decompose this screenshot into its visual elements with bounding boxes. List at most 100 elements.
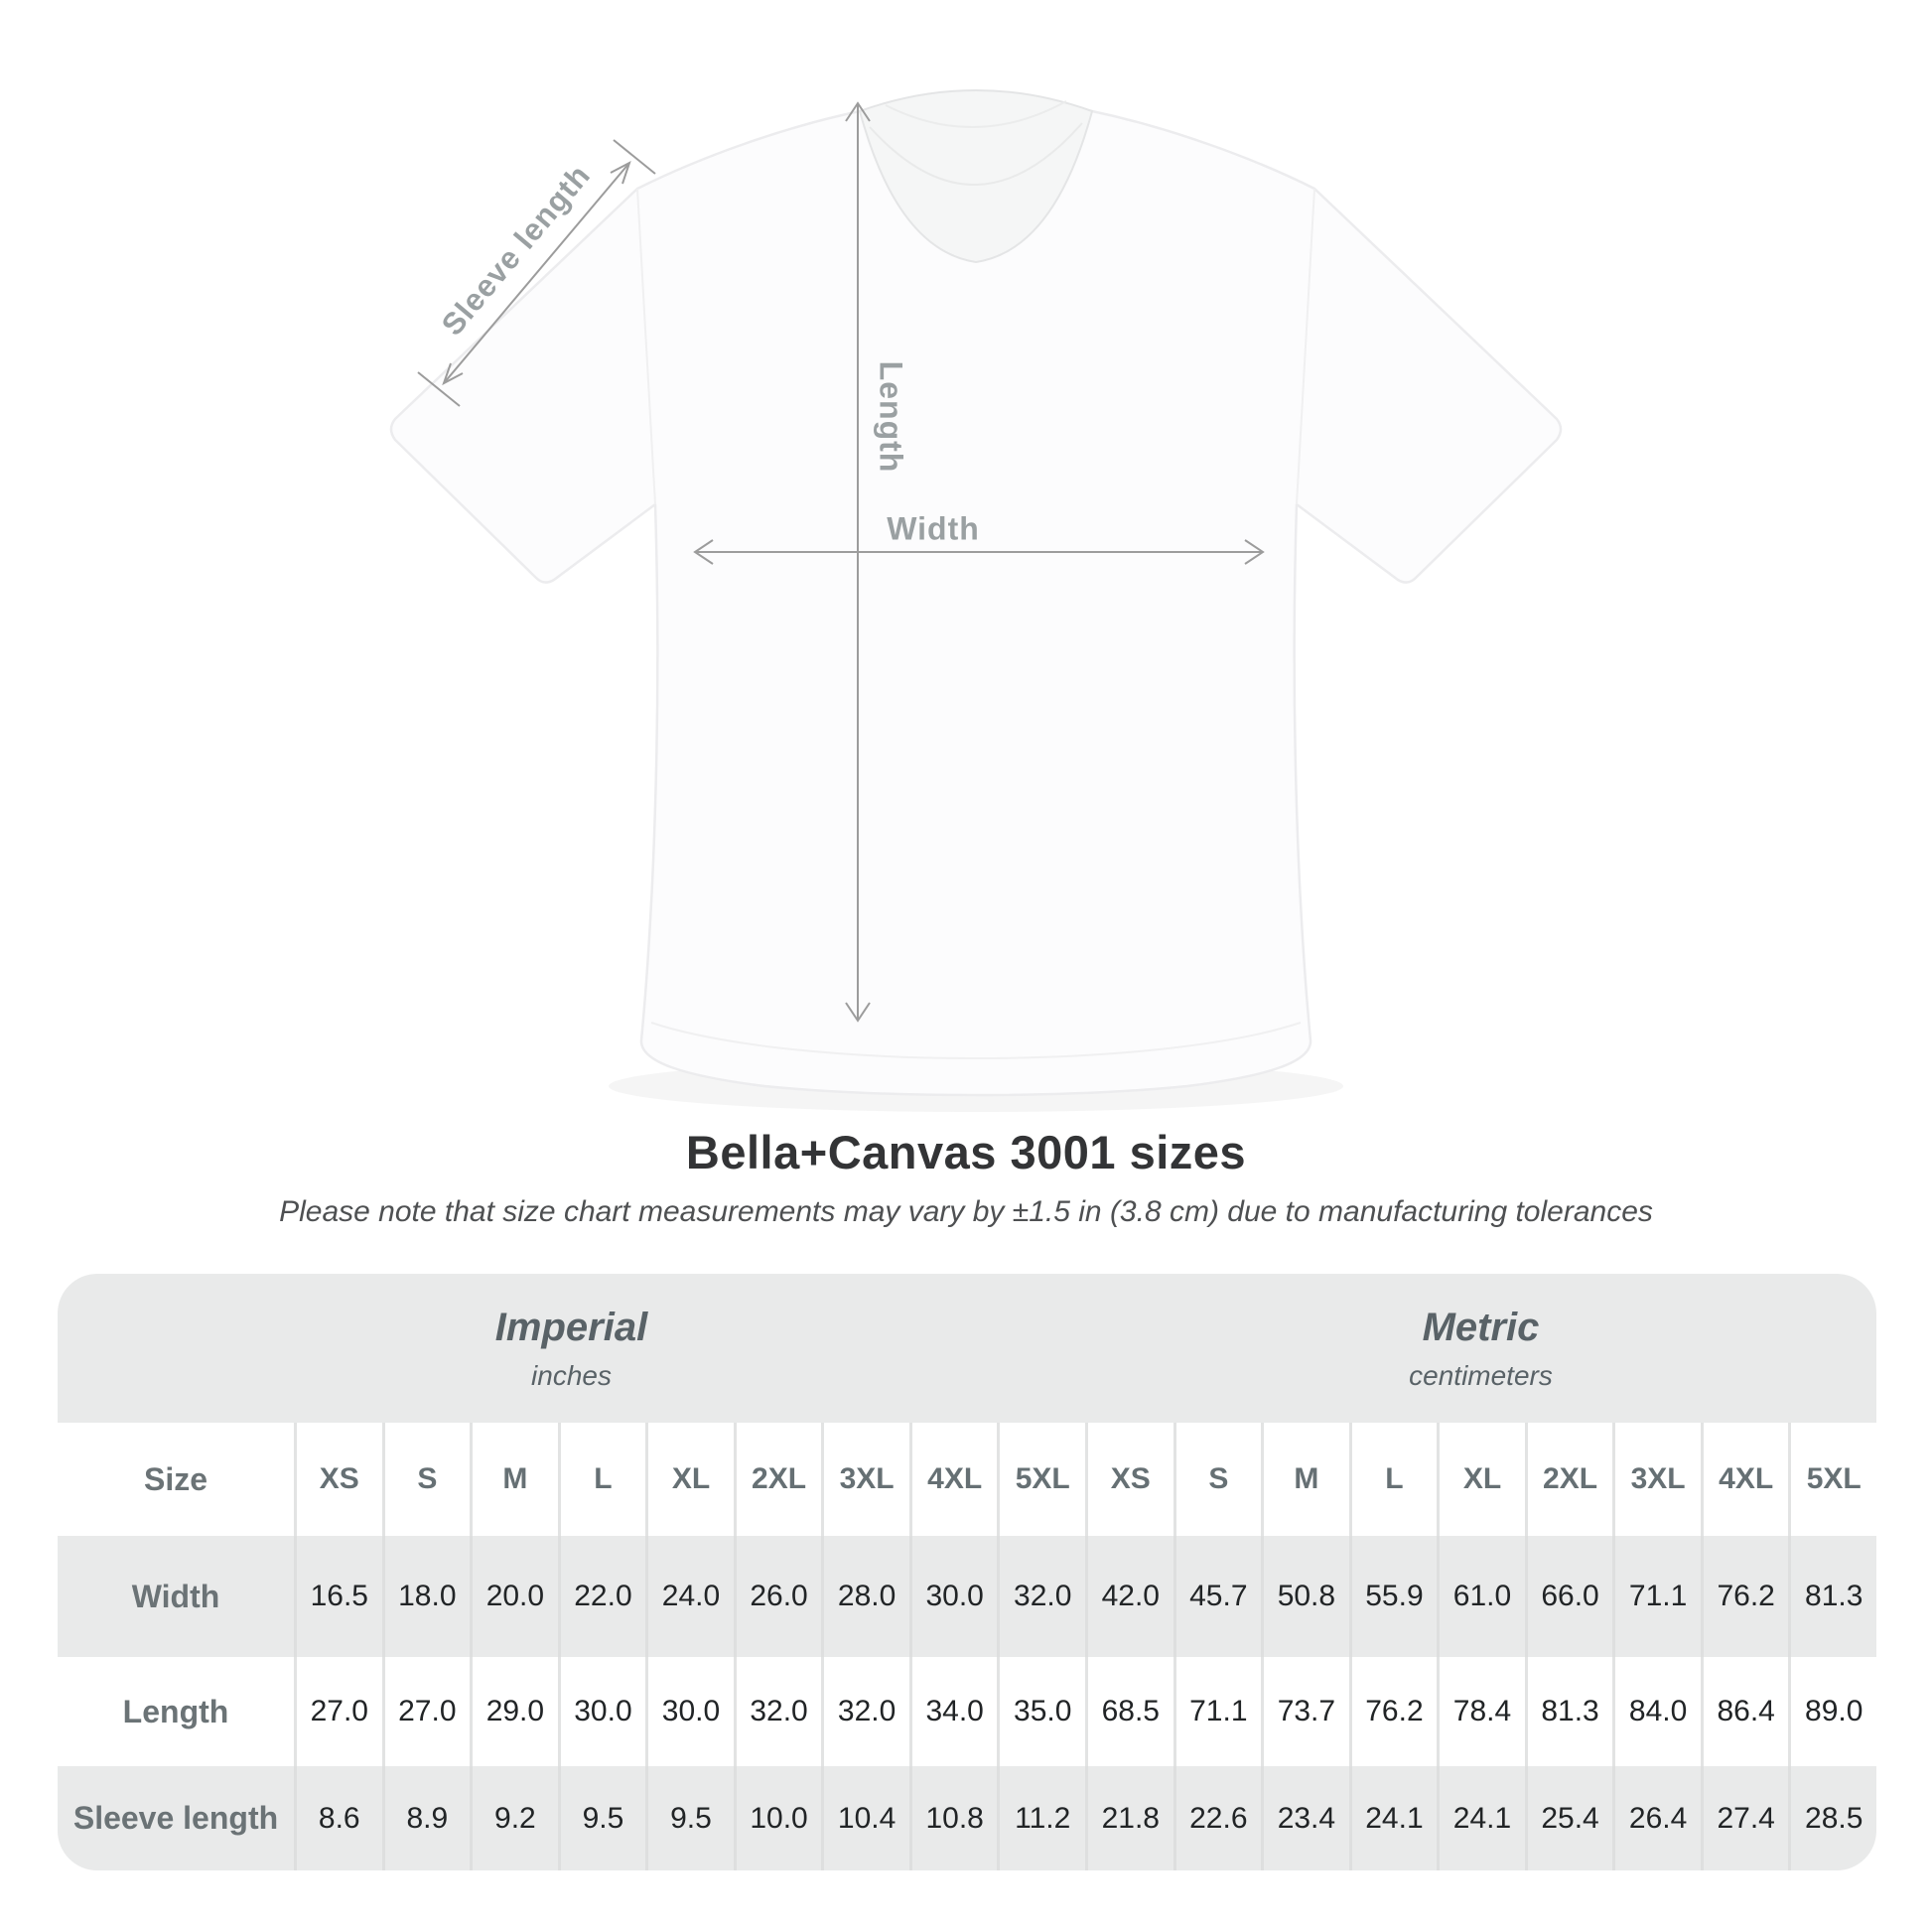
width-row: Width 16.5 18.0 20.0 22.0 24.0 26.0 28.0…: [58, 1536, 1876, 1657]
table-cell: 68.5: [1085, 1657, 1173, 1766]
size-header-cell: 2XL: [733, 1423, 822, 1536]
table-cell: 10.4: [821, 1766, 909, 1870]
size-header-cell: L: [1348, 1423, 1438, 1536]
table-cell: 84.0: [1612, 1657, 1701, 1766]
table-cell: 30.0: [908, 1536, 998, 1657]
table-cell: 55.9: [1348, 1536, 1438, 1657]
table-cell: 8.9: [381, 1766, 471, 1870]
tshirt-measurement-diagram: Sleeve length Length Width: [389, 89, 1563, 1097]
metric-group-unit: centimeters: [1409, 1359, 1553, 1391]
row-label: Sleeve length: [72, 1800, 279, 1836]
table-cell: 26.4: [1612, 1766, 1701, 1870]
table-cell: 20.0: [470, 1536, 558, 1657]
size-header-cell: S: [381, 1423, 471, 1536]
length-row: Length 27.0 27.0 29.0 30.0 30.0 32.0 32.…: [58, 1657, 1876, 1766]
table-cell: 10.0: [733, 1766, 822, 1870]
size-column-label: Size: [143, 1460, 208, 1497]
size-header-cell: 2XL: [1524, 1423, 1613, 1536]
table-cell: 78.4: [1437, 1657, 1525, 1766]
size-table: Imperial inches Metric centimeters Size …: [58, 1274, 1876, 1870]
table-cell: 76.2: [1700, 1536, 1789, 1657]
tshirt-collar: [858, 89, 1094, 264]
table-cell: 89.0: [1788, 1657, 1876, 1766]
table-cell: 16.5: [294, 1536, 382, 1657]
size-header-cell: M: [1261, 1423, 1349, 1536]
table-cell: 61.0: [1437, 1536, 1525, 1657]
imperial-group-title: Imperial: [494, 1305, 648, 1349]
table-cell: 71.1: [1612, 1536, 1701, 1657]
tshirt-graphic: [389, 89, 1563, 1097]
table-cell: 76.2: [1348, 1657, 1438, 1766]
table-cell: 27.0: [294, 1657, 382, 1766]
right-armhole-seam: [1296, 188, 1315, 505]
size-header-cell: XL: [1437, 1423, 1525, 1536]
tshirt-body: [389, 96, 1563, 1097]
table-cell: 24.0: [645, 1536, 734, 1657]
table-cell: 42.0: [1085, 1536, 1173, 1657]
imperial-group-header: Imperial inches: [58, 1274, 1085, 1423]
tolerance-note: Please note that size chart measurements…: [279, 1195, 1653, 1228]
size-header-cell: 3XL: [821, 1423, 909, 1536]
size-header-cell: XS: [1085, 1423, 1173, 1536]
table-cell: 32.0: [997, 1536, 1085, 1657]
table-cell: 24.1: [1348, 1766, 1438, 1870]
table-cell: 30.0: [557, 1657, 646, 1766]
metric-group-header: Metric centimeters: [1085, 1274, 1876, 1423]
sleeve-length-row: Sleeve length 8.6 8.9 9.2 9.5 9.5 10.0 1…: [58, 1766, 1876, 1870]
row-label: Length: [122, 1693, 229, 1729]
size-header-cell: M: [470, 1423, 558, 1536]
table-cell: 29.0: [470, 1657, 558, 1766]
metric-group-title: Metric: [1422, 1305, 1540, 1349]
length-arrow: [845, 101, 871, 1023]
table-cell: 24.1: [1437, 1766, 1525, 1870]
collar-back-line: [885, 100, 1067, 129]
table-cell: 28.0: [821, 1536, 909, 1657]
size-header-cell: L: [557, 1423, 646, 1536]
table-cell: 27.4: [1700, 1766, 1789, 1870]
table-cell: 9.5: [645, 1766, 734, 1870]
table-cell: 10.8: [908, 1766, 998, 1870]
table-cell: 35.0: [997, 1657, 1085, 1766]
table-cell: 86.4: [1700, 1657, 1789, 1766]
table-cell: 32.0: [733, 1657, 822, 1766]
table-cell: 11.2: [997, 1766, 1085, 1870]
table-cell: 73.7: [1261, 1657, 1349, 1766]
table-cell: 18.0: [381, 1536, 471, 1657]
table-cell: 26.0: [733, 1536, 822, 1657]
size-header-cell: 5XL: [997, 1423, 1085, 1536]
table-cell: 9.5: [557, 1766, 646, 1870]
table-cell: 23.4: [1261, 1766, 1349, 1870]
table-cell: 81.3: [1524, 1657, 1613, 1766]
table-cell: 50.8: [1261, 1536, 1349, 1657]
width-arrow: [693, 539, 1265, 565]
hem-seam: [650, 1022, 1302, 1059]
table-cell: 71.1: [1173, 1657, 1262, 1766]
imperial-group-unit: inches: [531, 1359, 612, 1391]
size-header-cell: XS: [294, 1423, 382, 1536]
table-cell: 25.4: [1524, 1766, 1613, 1870]
table-cell: 45.7: [1173, 1536, 1262, 1657]
table-cell: 22.0: [557, 1536, 646, 1657]
size-header-cell: XL: [645, 1423, 734, 1536]
table-cell: 28.5: [1788, 1766, 1876, 1870]
sleeve-length-arrow: [417, 139, 656, 407]
row-label: Width: [131, 1578, 220, 1614]
size-header-row: Size XS S M L XL 2XL 3XL 4XL 5XL XS S M …: [58, 1423, 1876, 1536]
table-cell: 34.0: [908, 1657, 998, 1766]
size-header-cell: 5XL: [1788, 1423, 1876, 1536]
width-label: Width: [887, 510, 980, 547]
table-cell: 21.8: [1085, 1766, 1173, 1870]
table-cell: 66.0: [1524, 1536, 1613, 1657]
table-cell: 22.6: [1173, 1766, 1262, 1870]
unit-group-header-row: Imperial inches Metric centimeters: [58, 1274, 1876, 1423]
size-header-cell: 3XL: [1612, 1423, 1701, 1536]
left-armhole-seam: [636, 188, 656, 505]
table-cell: 81.3: [1788, 1536, 1876, 1657]
size-header-cell: 4XL: [908, 1423, 998, 1536]
collar-ribbing: [869, 122, 1083, 186]
table-cell: 30.0: [645, 1657, 734, 1766]
table-cell: 27.0: [381, 1657, 471, 1766]
table-cell: 9.2: [470, 1766, 558, 1870]
length-label: Length: [873, 360, 909, 474]
